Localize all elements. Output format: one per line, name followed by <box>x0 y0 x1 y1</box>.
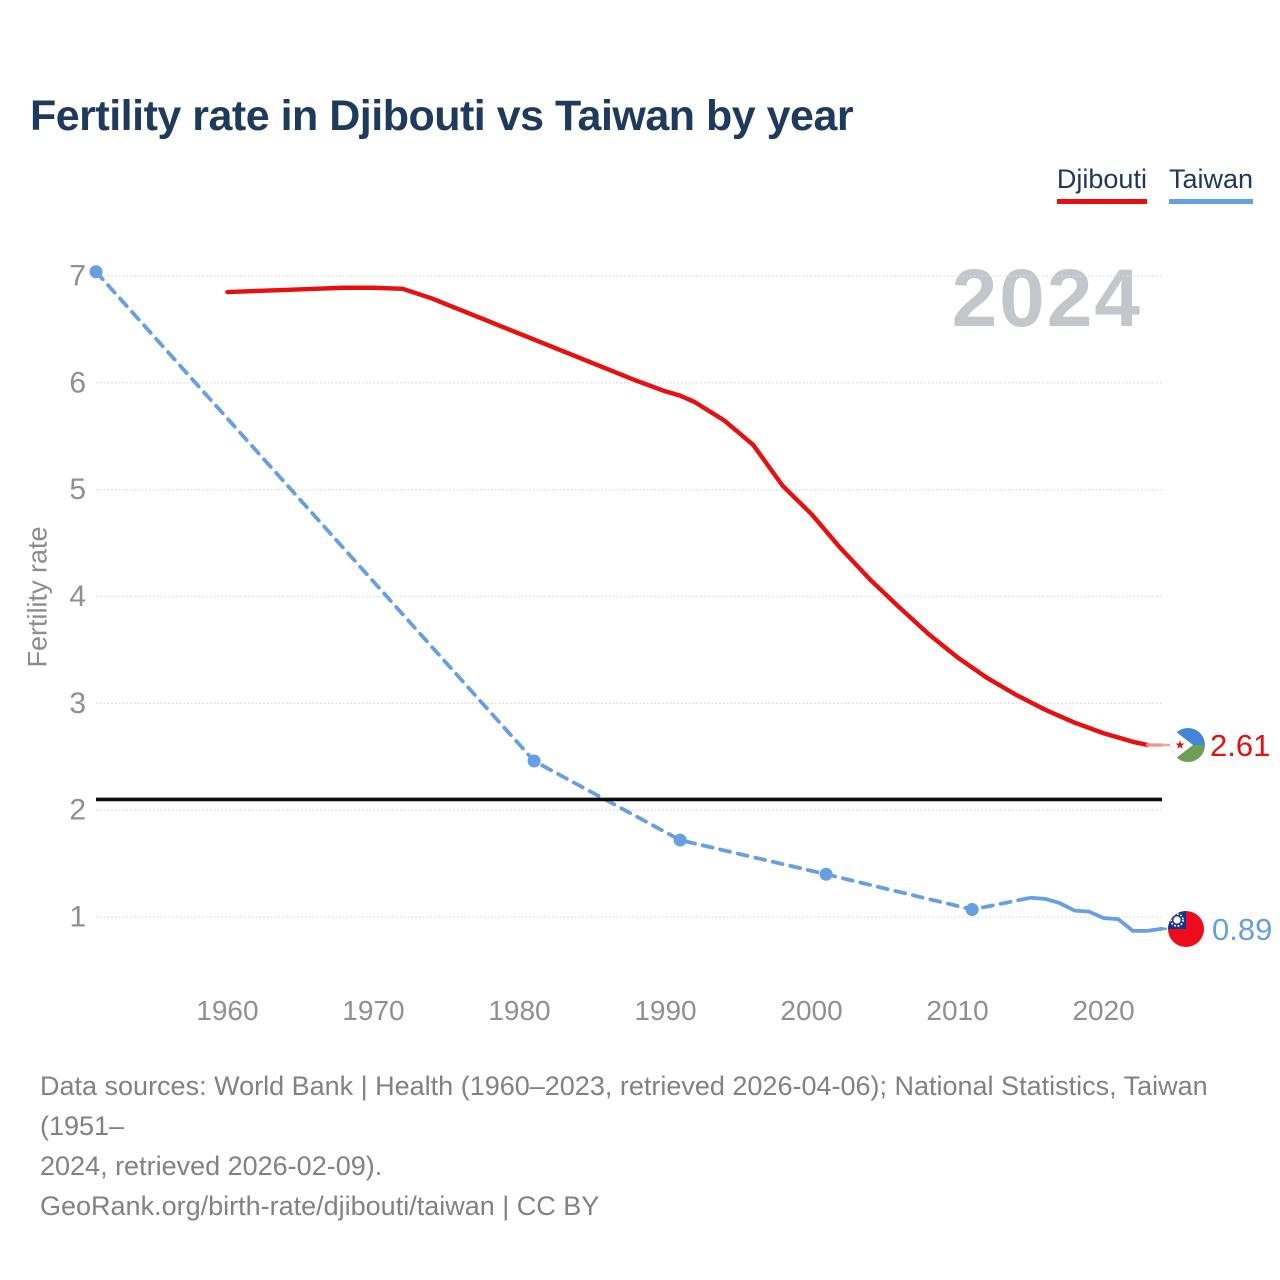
gridlines <box>96 275 1162 918</box>
axis-ticks: 1 2 3 4 5 6 7 1960 1970 1980 1990 2000 2010 2020 <box>69 260 1134 1027</box>
footer-line-3: GeoRank.org/birth-rate/djibouti/taiwan |… <box>40 1191 600 1221</box>
taiwan-marker-1951 <box>89 265 103 279</box>
x-tick-label-1970: 1970 <box>342 995 404 1026</box>
legend-item-taiwan[interactable]: Taiwan <box>1168 164 1253 204</box>
x-tick-label-2000: 2000 <box>780 995 842 1026</box>
y-tick-label-3: 3 <box>69 687 86 720</box>
legend: Djibouti Taiwan <box>1056 164 1253 204</box>
x-tick-label-2010: 2010 <box>926 995 988 1026</box>
djibouti-end-value-label: 2.61 <box>1210 728 1270 763</box>
taiwan-end-value-label: 0.89 <box>1212 912 1272 947</box>
chart-title: Fertility rate in Djibouti vs Taiwan by … <box>30 92 854 140</box>
x-tick-label-2020: 2020 <box>1072 995 1134 1026</box>
taiwan-line-solid <box>1028 895 1164 933</box>
djibouti-line <box>225 285 1150 748</box>
djibouti-flag-icon <box>1171 728 1205 762</box>
y-tick-label-4: 4 <box>69 580 86 613</box>
taiwan-marker-2001 <box>819 867 833 881</box>
y-tick-label-5: 5 <box>69 473 86 506</box>
footer-line-1: Data sources: World Bank | Health (1960–… <box>40 1071 1208 1141</box>
taiwan-line-dashed <box>94 269 1033 912</box>
taiwan-marker-2011 <box>965 903 979 917</box>
y-tick-label-1: 1 <box>69 901 86 934</box>
x-tick-label-1990: 1990 <box>634 995 696 1026</box>
x-tick-label-1960: 1960 <box>196 995 258 1026</box>
taiwan-marker-1981 <box>527 754 541 768</box>
y-tick-label-7: 7 <box>69 260 86 293</box>
y-tick-label-6: 6 <box>69 366 86 399</box>
x-tick-label-1980: 1980 <box>488 995 550 1026</box>
legend-item-djibouti[interactable]: Djibouti <box>1056 164 1147 204</box>
year-watermark: 2024 <box>952 253 1142 344</box>
series-lines <box>89 265 1170 933</box>
taiwan-flag-icon <box>1168 911 1204 947</box>
footer-line-2: 2024, retrieved 2026-02-09). <box>40 1151 383 1181</box>
y-tick-label-2: 2 <box>69 794 86 827</box>
data-sources-footer: Data sources: World Bank | Health (1960–… <box>40 1066 1250 1226</box>
taiwan-marker-1991 <box>673 833 687 847</box>
